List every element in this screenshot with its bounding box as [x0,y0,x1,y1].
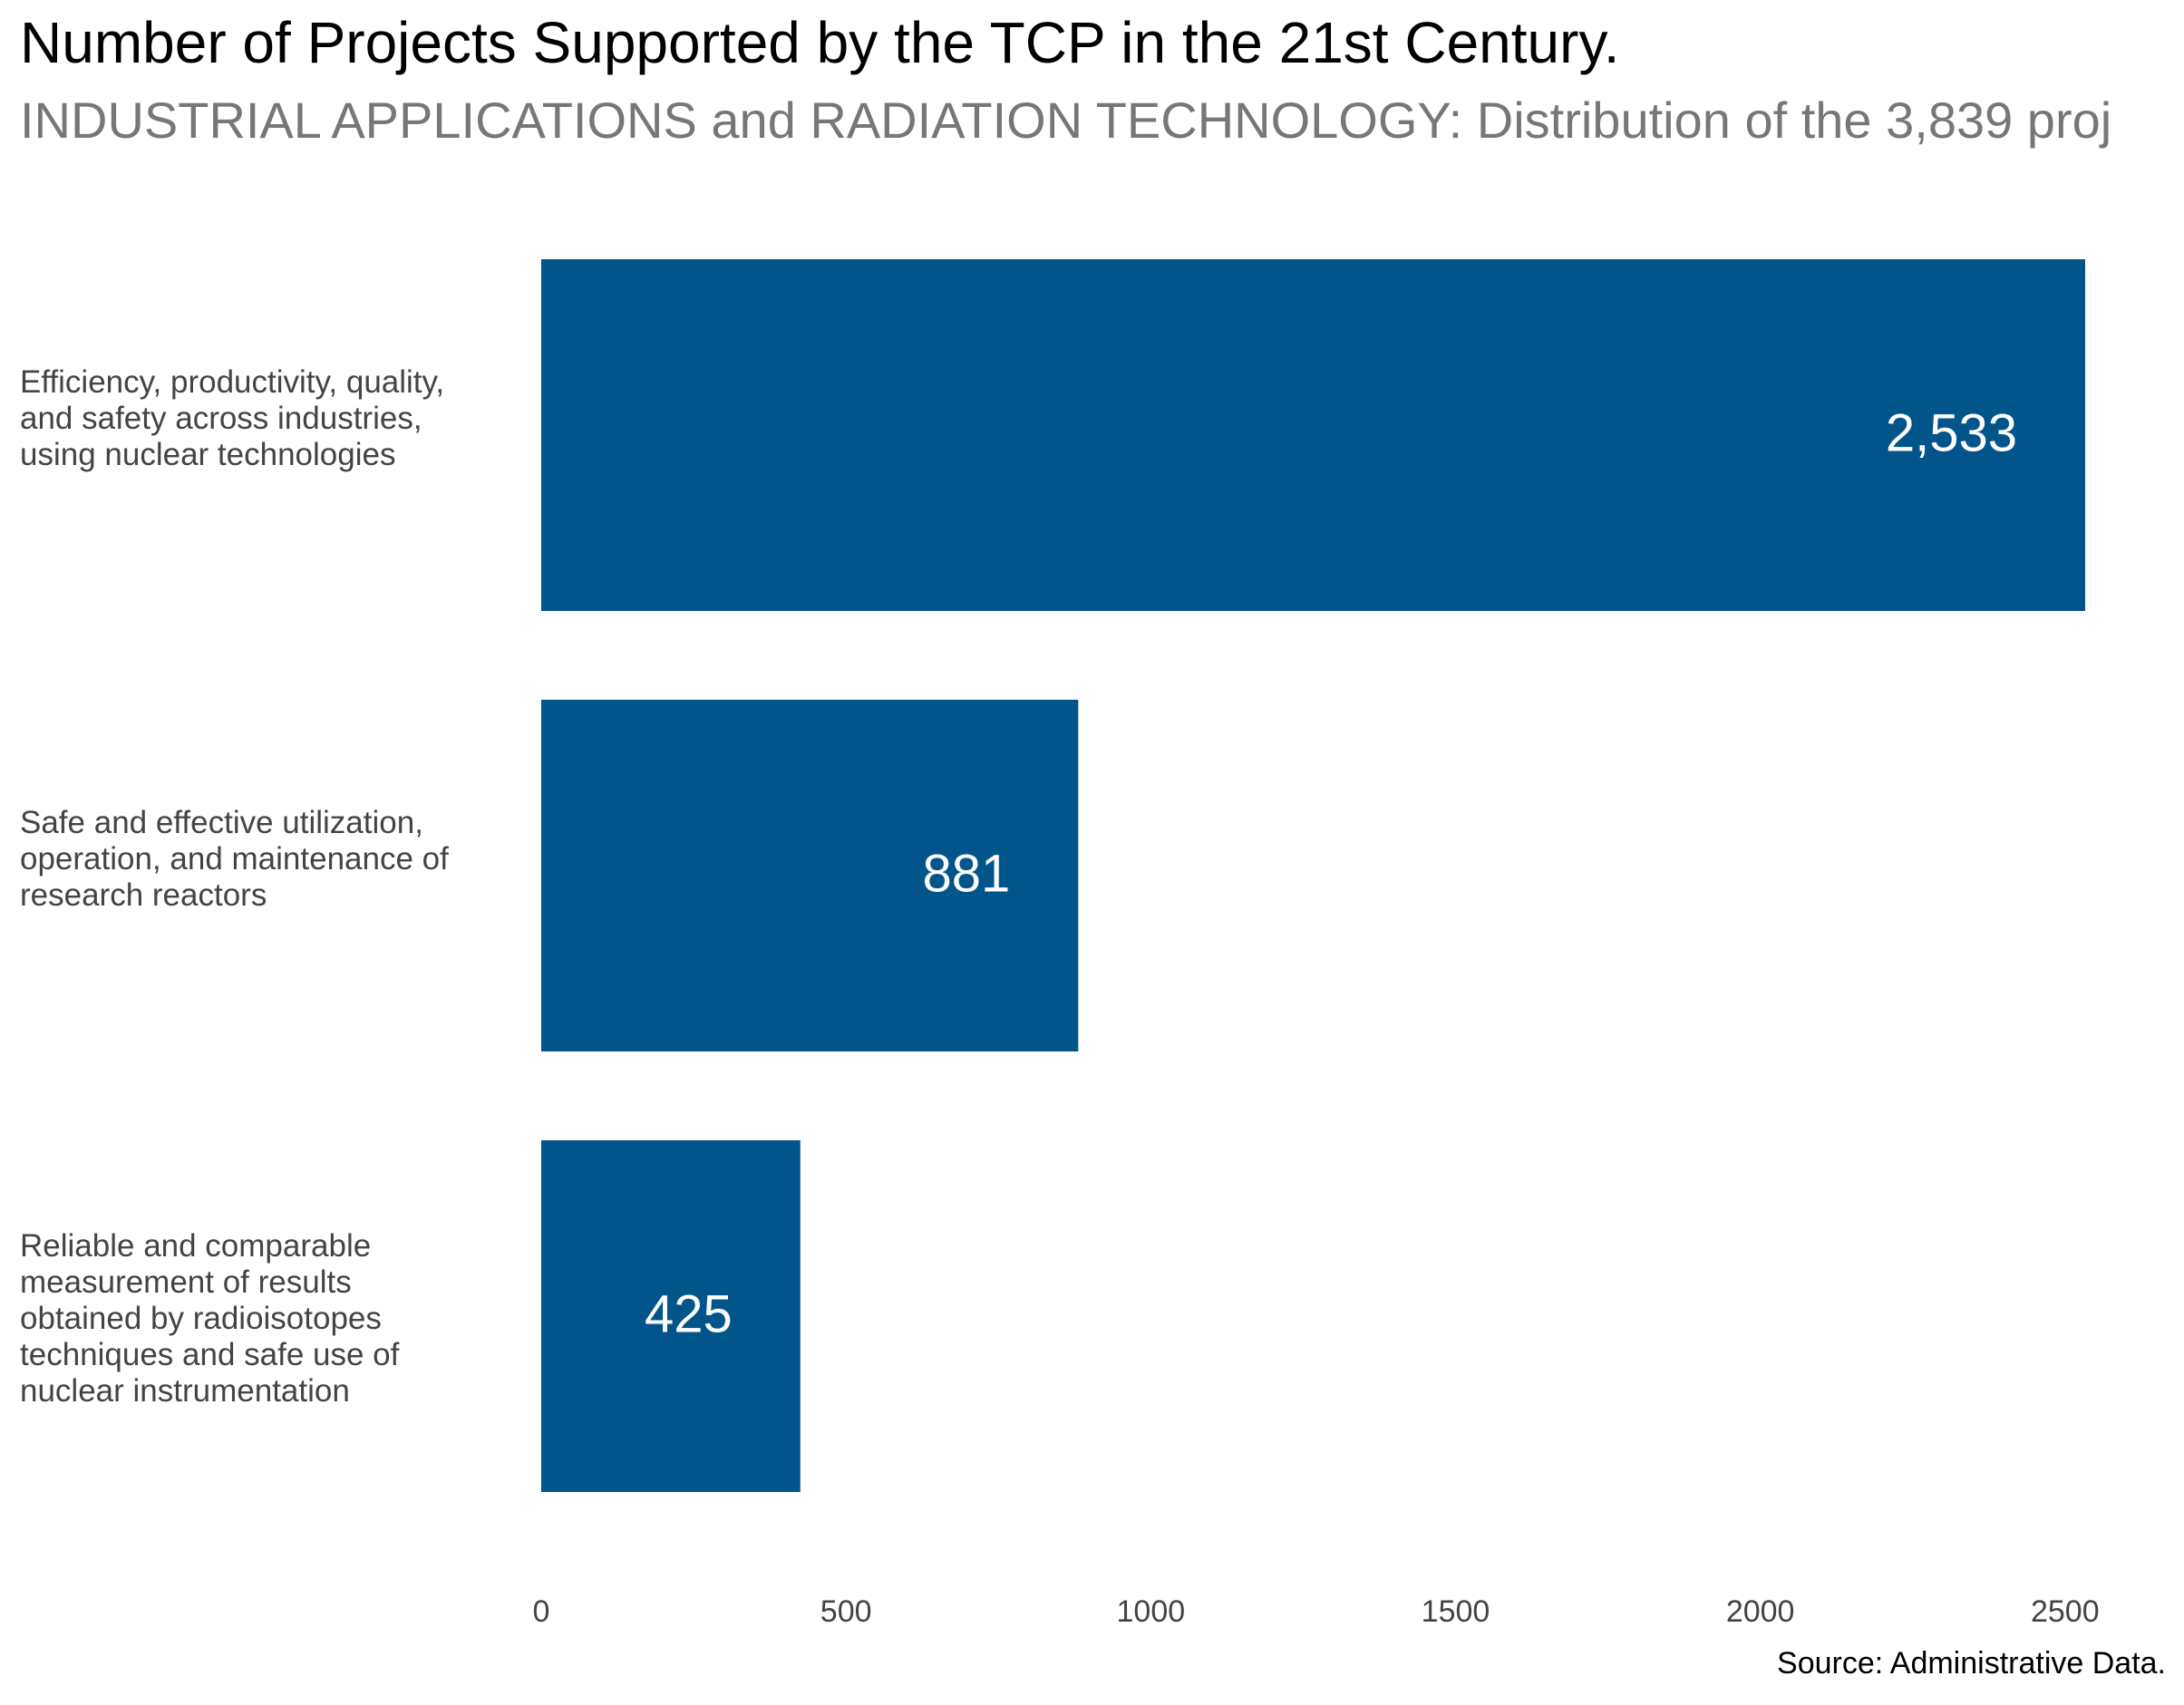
category-label-2: Reliable and comparable measurement of r… [20,1228,400,1409]
bars-group [541,259,2085,1492]
bar-value-label-0: 2,533 [1886,403,2017,462]
x-tick-label-1: 500 [820,1594,872,1629]
chart-title: Number of Projects Supported by the TCP … [20,10,1620,75]
x-tick-label-2: 1000 [1117,1594,1186,1629]
x-tick-label-5: 2500 [2031,1594,2100,1629]
source-note: Source: Administrative Data. [1777,1646,2166,1681]
bar-value-label-1: 881 [923,844,1011,903]
bar-1 [541,700,1079,1051]
bar-value-labels: 2,533 881 425 [645,403,2017,1343]
category-label-1: Safe and effective utilization, operatio… [20,805,449,913]
bar-value-label-2: 425 [645,1284,733,1343]
x-tick-label-4: 2000 [1726,1594,1795,1629]
x-tick-label-0: 0 [533,1594,550,1629]
bar-0 [541,259,2085,611]
x-tick-label-3: 1500 [1422,1594,1490,1629]
category-label-0: Efficiency, productivity, quality, and s… [20,364,445,472]
chart-subtitle: INDUSTRIAL APPLICATIONS and RADIATION TE… [20,92,2112,149]
x-axis-ticks: 0 500 1000 1500 2000 2500 [533,1594,2100,1629]
bar-2 [541,1140,801,1492]
